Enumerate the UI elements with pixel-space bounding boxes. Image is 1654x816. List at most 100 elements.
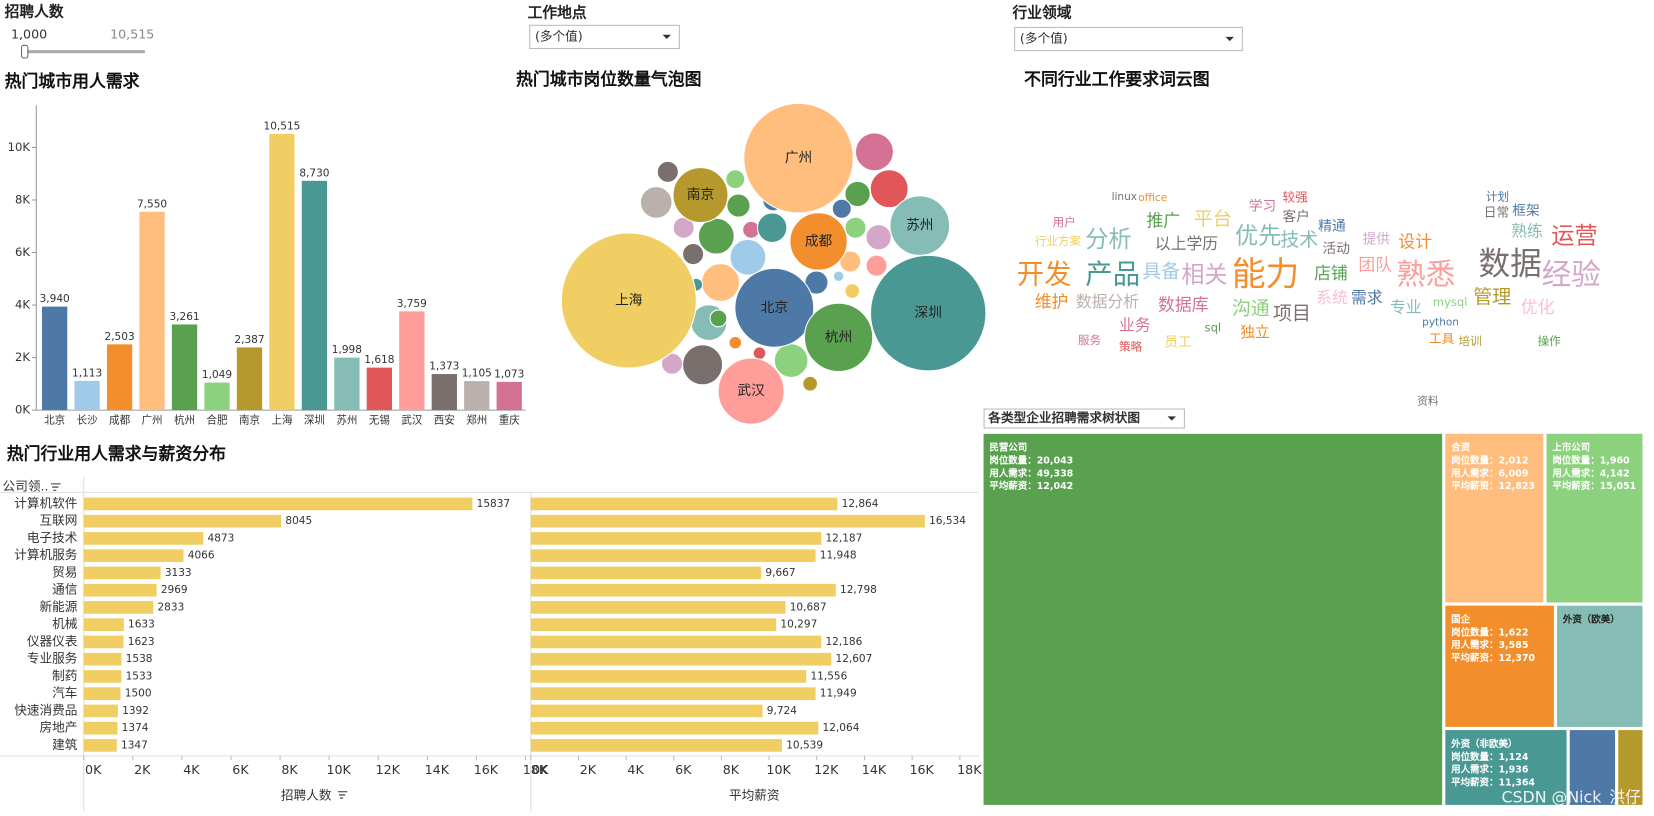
- category-label: 计算机服务: [14, 547, 78, 562]
- category-label: 贸易: [52, 564, 77, 579]
- metric-label: 平均薪资：: [1451, 776, 1498, 788]
- bar: [530, 583, 836, 597]
- bubble: [560, 232, 697, 369]
- x-tick-label: 14K: [425, 762, 450, 777]
- dropdown[interactable]: [983, 408, 1185, 429]
- dropdown[interactable]: [1014, 26, 1243, 52]
- bar: [83, 635, 124, 649]
- word: 沟通: [1232, 297, 1270, 319]
- metric-label: 平均薪资：: [1552, 480, 1599, 492]
- metric-value: 4,142: [1600, 468, 1630, 479]
- category-label: 汽车: [52, 685, 77, 700]
- metric-value: 15,051: [1600, 481, 1637, 492]
- word: 平台: [1194, 208, 1232, 230]
- dropdown-arrow: [1225, 36, 1234, 42]
- treemap-metric: 平均薪资：12,370: [1451, 651, 1535, 663]
- bubble-minor: [869, 169, 909, 209]
- word: 资料: [1417, 395, 1439, 408]
- word: 系统: [1316, 288, 1348, 307]
- sort-icon[interactable]: [51, 483, 61, 491]
- treemap-metric: 用人需求：4,142: [1551, 467, 1629, 479]
- category-label: 新能源: [39, 599, 77, 614]
- dropdown-arrow: [1167, 416, 1176, 421]
- word: mysql: [1433, 295, 1468, 309]
- treemap-metric: 岗位数量：20,043: [989, 454, 1073, 466]
- bar: [530, 721, 819, 735]
- category-header: 公司领..: [3, 479, 49, 494]
- metric-value: 1,960: [1600, 455, 1630, 466]
- word: 需求: [1351, 288, 1383, 307]
- value-label: 3,261: [169, 311, 199, 323]
- x-tick-label: 无锡: [369, 414, 390, 427]
- metric-value: 1,936: [1498, 764, 1528, 775]
- word: 相关: [1181, 262, 1227, 289]
- x-tick-label: 4K: [183, 762, 200, 777]
- word: 行业方案: [1035, 234, 1082, 248]
- treemap-cell: [1568, 729, 1617, 806]
- word: 数据分析: [1076, 292, 1139, 311]
- bubble-minor: [844, 180, 871, 208]
- bubble-label: 北京: [761, 300, 788, 316]
- filter-label: 行业领域: [1012, 4, 1072, 22]
- value-label: 3133: [165, 567, 192, 579]
- word: 维护: [1035, 292, 1069, 312]
- dropdown-arrow: [662, 34, 671, 40]
- bar: [301, 180, 328, 411]
- chart-title: 热门城市用人需求: [5, 71, 140, 91]
- chart-title: 热门行业用人需求与薪资分布: [7, 443, 226, 463]
- word: 优化: [1521, 297, 1555, 317]
- word: 活动: [1323, 241, 1350, 257]
- bar: [83, 583, 157, 597]
- dropdown-value: (多个值): [535, 28, 583, 43]
- bar: [269, 133, 295, 411]
- bubble-minor: [725, 169, 746, 190]
- bar: [431, 374, 457, 411]
- x-tick-label: 10K: [326, 762, 351, 777]
- bubble-minor: [773, 343, 809, 378]
- bubble: [789, 212, 848, 271]
- x-axis-title: 平均薪资: [729, 787, 780, 802]
- word: 店铺: [1314, 263, 1348, 283]
- category-label: 电子技术: [27, 530, 78, 545]
- treemap-cell: [1545, 432, 1644, 604]
- word: 提供: [1363, 231, 1391, 247]
- word: 独立: [1240, 324, 1269, 341]
- x-tick-label: 郑州: [466, 414, 487, 427]
- x-tick-label: 16K: [474, 762, 499, 777]
- value-label: 16,534: [929, 515, 966, 527]
- bubble-label: 上海: [615, 292, 643, 308]
- value-label: 1,049: [202, 369, 232, 381]
- word: python: [1422, 317, 1459, 329]
- word: 推广: [1146, 210, 1180, 230]
- word: sql: [1205, 320, 1222, 334]
- bar: [399, 311, 425, 411]
- dropdown[interactable]: [529, 24, 680, 50]
- word: 设计: [1398, 231, 1432, 251]
- value-label: 10,297: [780, 619, 817, 631]
- bar: [83, 601, 154, 614]
- bar: [83, 549, 184, 563]
- x-tick-label: 2K: [134, 762, 151, 777]
- bar: [530, 687, 816, 700]
- value-label: 1623: [128, 636, 155, 648]
- value-label: 1374: [122, 722, 149, 734]
- treemap-label: 外资（欧美）: [1562, 613, 1620, 625]
- bar: [236, 347, 263, 411]
- category-label: 建筑: [52, 737, 78, 752]
- x-tick-label: 苏州: [336, 414, 357, 427]
- sort-icon[interactable]: [337, 791, 348, 799]
- range-slider[interactable]: [21, 44, 145, 59]
- value-label: 1,073: [494, 369, 524, 381]
- category-label: 专业服务: [27, 651, 78, 666]
- value-label: 12,186: [825, 636, 862, 648]
- treemap-metric: 岗位数量：1,622: [1451, 626, 1528, 638]
- word: 用户: [1053, 215, 1076, 229]
- metric-value: 20,043: [1037, 455, 1074, 466]
- bar: [530, 566, 762, 580]
- filter-label: 工作地点: [528, 4, 587, 22]
- value-label: 2833: [157, 601, 184, 613]
- treemap-label: 国企: [1451, 613, 1470, 625]
- value-label: 12,864: [842, 498, 879, 510]
- word: 数据库: [1158, 295, 1209, 315]
- slider-knob: [21, 44, 29, 59]
